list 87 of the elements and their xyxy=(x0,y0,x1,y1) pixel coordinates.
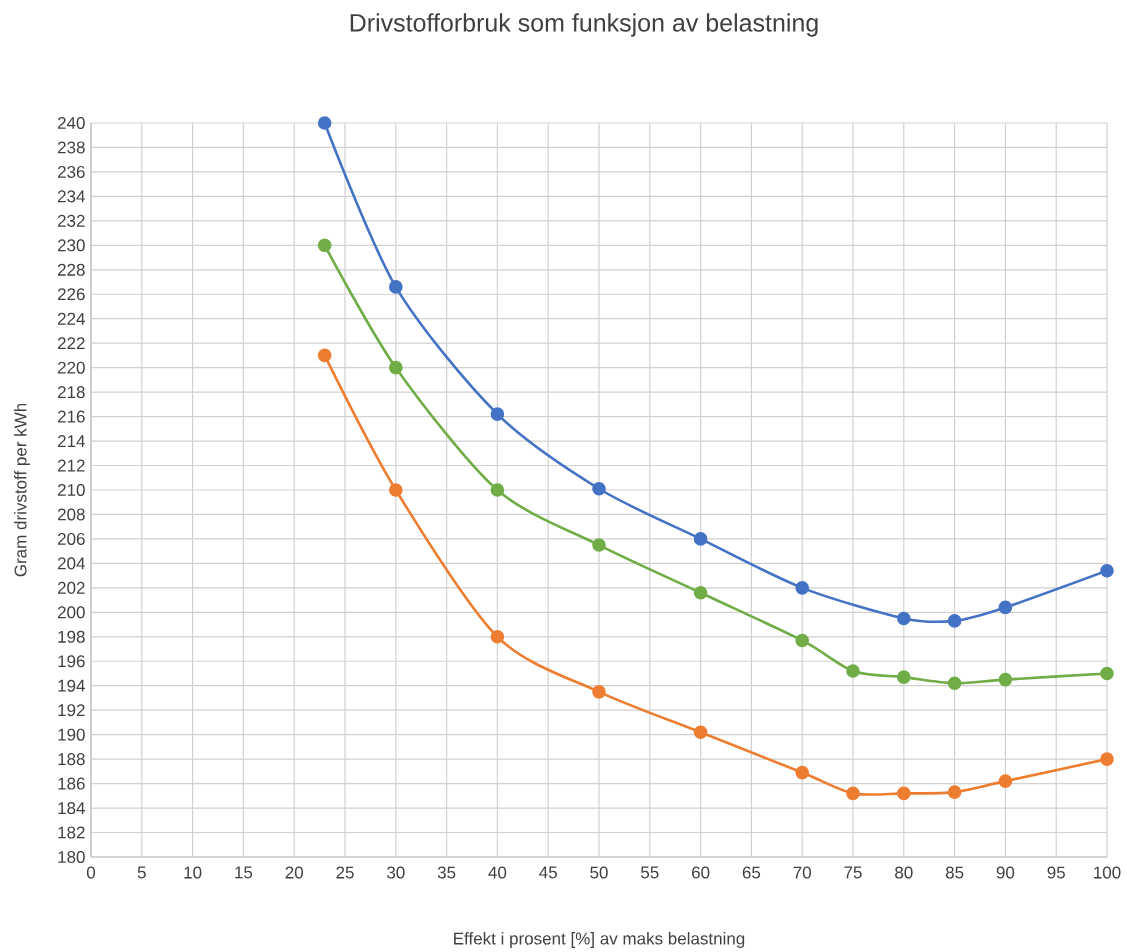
x-tick-label: 35 xyxy=(437,866,456,879)
y-tick-label: 232 xyxy=(57,214,85,227)
point xyxy=(693,725,708,739)
point xyxy=(592,538,606,552)
x-tick-label: 0 xyxy=(86,866,96,879)
y-tick-label: 180 xyxy=(58,850,85,864)
y-tick-label: 194 xyxy=(58,679,85,692)
y-tick-label: 186 xyxy=(58,777,85,790)
point xyxy=(1100,666,1114,681)
point xyxy=(490,407,505,421)
point xyxy=(1100,752,1114,766)
point xyxy=(389,483,403,497)
point xyxy=(846,786,860,801)
x-tick-label: 80 xyxy=(895,866,913,879)
point xyxy=(998,672,1013,687)
point xyxy=(389,360,403,375)
point xyxy=(947,614,962,628)
y-tick-label: 192 xyxy=(58,704,85,717)
point xyxy=(998,774,1013,788)
y-tick-label: 222 xyxy=(57,337,85,350)
x-tick-label: 30 xyxy=(386,866,405,879)
y-tick-label: 210 xyxy=(57,483,85,497)
y-tick-label: 220 xyxy=(57,361,85,374)
y-tick-label: 228 xyxy=(57,263,85,276)
x-tick-label: 25 xyxy=(336,866,354,879)
x-tick-label: 15 xyxy=(235,866,253,879)
y-tick-label: 198 xyxy=(58,630,85,643)
point xyxy=(897,670,911,684)
y-tick-label: 214 xyxy=(57,435,85,447)
x-tick-label: 75 xyxy=(844,866,862,879)
x-tick-label: 65 xyxy=(742,866,761,879)
x-tick-label: 20 xyxy=(285,866,303,879)
point xyxy=(389,280,403,294)
point xyxy=(317,116,332,130)
point xyxy=(693,532,708,546)
y-tick-label: 206 xyxy=(57,532,85,545)
y-tick-label: 240 xyxy=(57,116,85,130)
x-tick-label: 55 xyxy=(641,866,659,879)
x-tick-label: 90 xyxy=(996,866,1015,879)
point xyxy=(998,600,1013,615)
point xyxy=(846,664,860,678)
point xyxy=(795,765,809,780)
y-tick-label: 188 xyxy=(58,753,85,766)
point xyxy=(317,348,332,363)
x-tick-label: 40 xyxy=(488,866,507,879)
y-tick-label: 204 xyxy=(57,557,85,570)
y-tick-label: 238 xyxy=(57,141,85,154)
y-tick-label: 182 xyxy=(58,826,85,839)
x-tick-label: 60 xyxy=(692,866,710,879)
y-tick-label: 226 xyxy=(57,288,85,301)
x-tick-label: 50 xyxy=(590,866,608,879)
y-tick-label: 218 xyxy=(57,386,85,399)
point xyxy=(490,483,505,497)
y-tick-label: 234 xyxy=(57,190,85,203)
x-tick-label: 85 xyxy=(945,866,964,879)
y-tick-label: 224 xyxy=(57,312,85,325)
point xyxy=(490,629,505,644)
x-tick-label: 5 xyxy=(137,866,146,879)
point xyxy=(317,238,332,253)
x-axis-title: Effekt i prosent [%] av maks belastning xyxy=(454,932,745,948)
point xyxy=(795,633,809,648)
y-tick-label: 184 xyxy=(58,802,85,815)
x-tick-label: 45 xyxy=(539,866,557,879)
y-tick-label: 208 xyxy=(57,508,85,521)
y-tick-label: 196 xyxy=(58,655,85,668)
y-axis-title: Gram drivstoff per kWh xyxy=(14,403,30,577)
point xyxy=(795,581,809,595)
x-tick-label: 100 xyxy=(1094,866,1121,879)
x-tick-label: 70 xyxy=(793,866,811,879)
y-tick-label: 200 xyxy=(57,606,85,619)
point xyxy=(947,785,962,799)
y-tick-label: 202 xyxy=(57,581,85,594)
y-tick-label: 190 xyxy=(58,728,85,741)
point xyxy=(592,481,606,496)
y-tick-label: 236 xyxy=(57,165,85,178)
point xyxy=(897,786,911,801)
x-tick-label: 10 xyxy=(184,866,202,879)
point xyxy=(592,685,606,699)
y-tick-label: 212 xyxy=(57,459,85,472)
y-tick-label: 216 xyxy=(57,410,85,423)
y-tick-label: 230 xyxy=(57,239,85,252)
point xyxy=(947,676,962,691)
point xyxy=(897,611,911,626)
point xyxy=(693,585,708,600)
chart-title: Drivstofforbruk som funksjon av belastning xyxy=(350,13,818,37)
x-tick-label: 95 xyxy=(1047,866,1065,879)
point xyxy=(1100,563,1114,578)
